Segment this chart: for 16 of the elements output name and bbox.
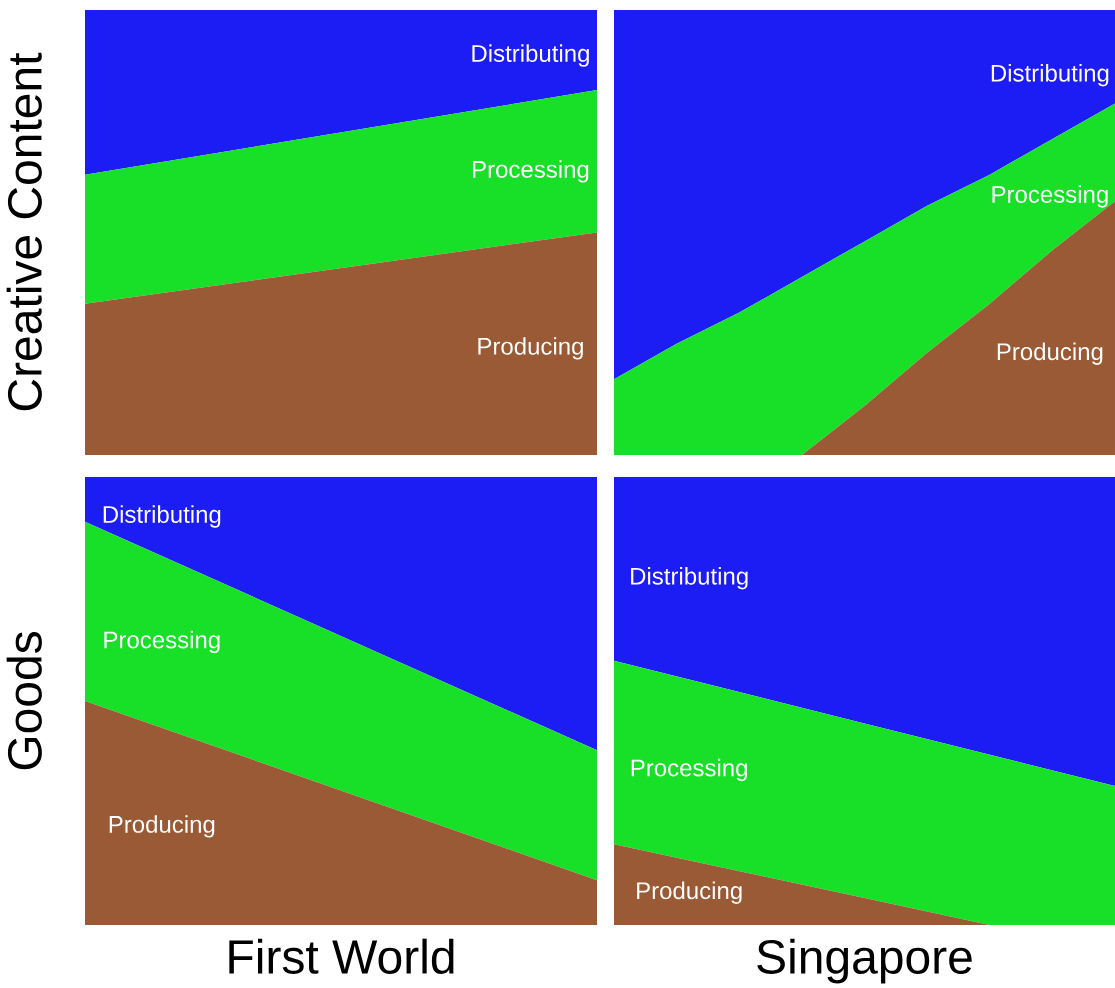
x-axis-title: Singapore <box>757 938 972 984</box>
series-label: Processing <box>631 758 747 782</box>
series-label: Producing <box>997 342 1103 365</box>
series-label: Processing <box>104 630 220 654</box>
series-label: Processing <box>992 185 1108 208</box>
series-label: Distributing <box>472 44 589 67</box>
x-axis-title: First World <box>229 938 454 974</box>
series-label: Distributing <box>631 567 748 590</box>
series-label: Producing <box>637 881 742 904</box>
y-axis-title: Creative Content <box>6 52 42 411</box>
series-label: Distributing <box>103 505 221 528</box>
y-axis-title: Goods <box>6 632 42 770</box>
series-label: Producing <box>109 815 215 838</box>
series-label: Distributing <box>991 64 1109 87</box>
series-label: Producing <box>478 337 583 360</box>
series-label: Processing <box>473 160 589 183</box>
